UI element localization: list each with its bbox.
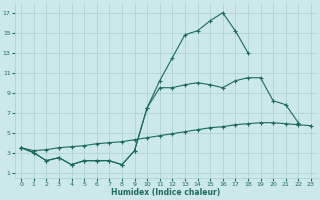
X-axis label: Humidex (Indice chaleur): Humidex (Indice chaleur) [111, 188, 221, 197]
